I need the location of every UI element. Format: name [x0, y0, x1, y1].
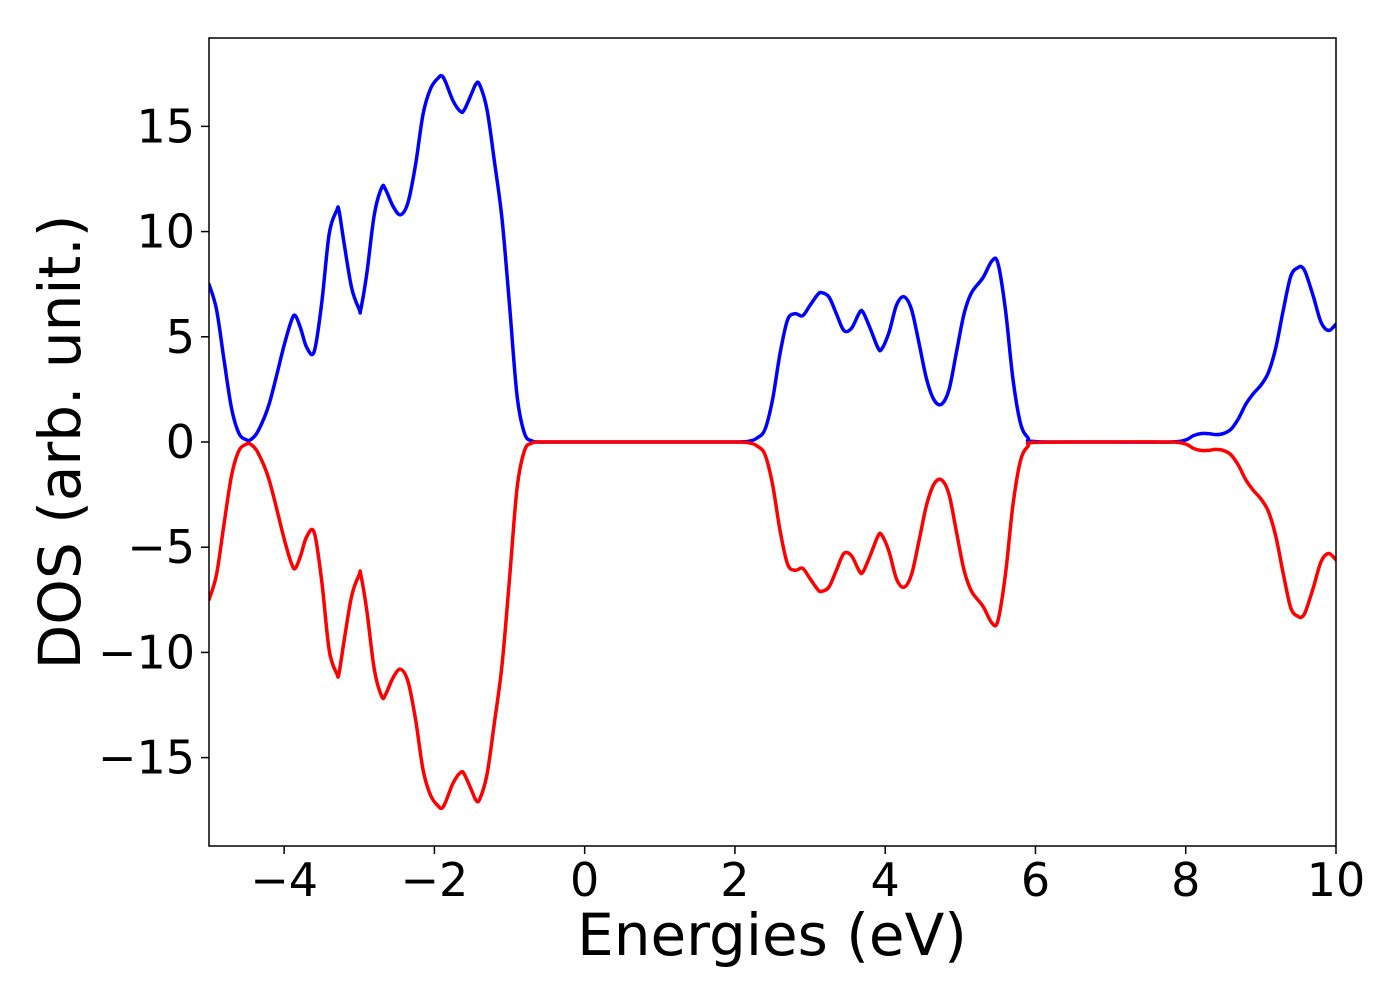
- y-tick-label: 0: [166, 415, 195, 469]
- x-tick-label: 8: [1171, 853, 1200, 907]
- x-tick-label: 6: [1021, 853, 1050, 907]
- y-tick-label: −5: [127, 520, 195, 574]
- x-tick-label: 0: [570, 853, 599, 907]
- y-tick-label: −15: [98, 731, 195, 785]
- x-tick-label: 2: [720, 853, 749, 907]
- x-tick-label: −2: [400, 853, 468, 907]
- y-axis-title: DOS (arb. unit.): [26, 215, 94, 670]
- y-axis: −15 −10 −5 0 5 10 15: [98, 99, 209, 785]
- dos-series-line-negative: [209, 440, 1336, 811]
- y-tick-label: 5: [166, 310, 195, 364]
- x-axis-title: Energies (eV): [577, 901, 967, 969]
- y-tick-label: 15: [136, 99, 195, 153]
- x-tick-label: 4: [871, 853, 900, 907]
- x-tick-label: −4: [250, 853, 318, 907]
- x-tick-label: 10: [1307, 853, 1366, 907]
- dos-series-line-positive: [209, 73, 1336, 444]
- y-tick-label: 10: [136, 205, 195, 259]
- y-tick-label: −10: [98, 625, 195, 679]
- x-axis: −4 −2 0 2 4 6 8 10: [250, 846, 1365, 907]
- series-layer: [209, 73, 1336, 811]
